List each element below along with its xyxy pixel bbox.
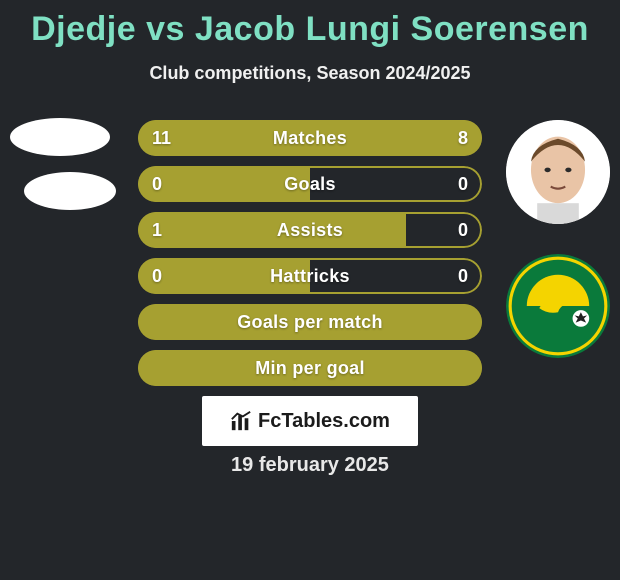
footer-date: 19 february 2025	[0, 454, 620, 477]
page-title: Djedje vs Jacob Lungi Soerensen	[0, 0, 620, 49]
stats-panel: Matches118Goals00Assists10Hattricks00Goa…	[138, 120, 482, 396]
stat-value-right: 8	[458, 120, 468, 156]
stat-label: Hattricks	[138, 258, 482, 294]
chart-icon	[230, 410, 252, 432]
player-left-avatar-top	[10, 118, 110, 156]
infographic-root: Djedje vs Jacob Lungi Soerensen Club com…	[0, 0, 620, 580]
stat-label: Goals	[138, 166, 482, 202]
stat-row: Goals0 0	[138, 166, 482, 202]
stat-value-right: 0	[458, 166, 468, 202]
stat-value-right: 0	[458, 212, 468, 248]
stat-value-left: 0	[152, 166, 162, 202]
stat-value-left: 11	[152, 120, 171, 156]
stat-value-left: 0	[152, 258, 162, 294]
page-subtitle: Club competitions, Season 2024/2025	[0, 63, 620, 84]
crest-icon	[506, 254, 610, 358]
stat-label: Min per goal	[138, 350, 482, 386]
stat-row: Goals per match	[138, 304, 482, 340]
brand-box: FcTables.com	[202, 396, 418, 446]
face-icon	[506, 120, 610, 224]
stat-label: Assists	[138, 212, 482, 248]
stat-value-right: 0	[458, 258, 468, 294]
player-right-avatar	[506, 120, 610, 224]
stat-row: Assists1 0	[138, 212, 482, 248]
stat-row: Min per goal	[138, 350, 482, 386]
player-right-club-crest	[506, 254, 610, 358]
stat-value-left: 1	[152, 212, 162, 248]
player-left-avatar-bottom	[24, 172, 116, 210]
stat-label: Goals per match	[138, 304, 482, 340]
stat-row: Hattricks0 0	[138, 258, 482, 294]
stat-row: Matches11 8	[138, 120, 482, 156]
brand-text: FcTables.com	[258, 410, 390, 433]
stat-label: Matches	[138, 120, 482, 156]
